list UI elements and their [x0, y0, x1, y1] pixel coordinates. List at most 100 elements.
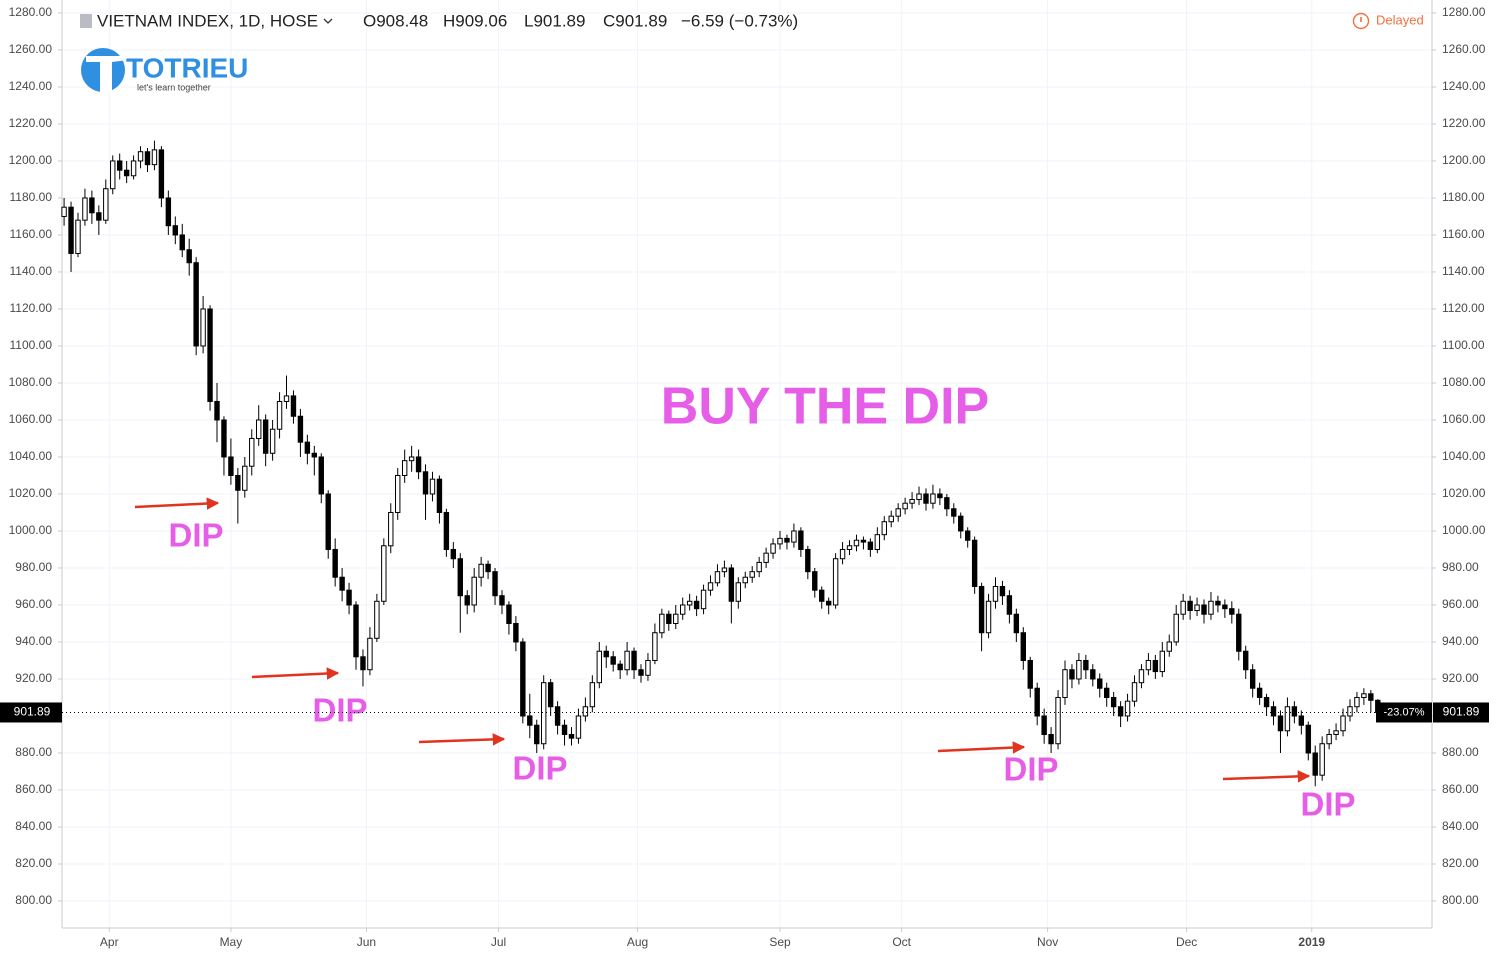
candle-body: [332, 548, 338, 578]
candle-body: [659, 613, 665, 634]
y-tick-label-right: 880.00: [1442, 745, 1479, 759]
candle-body: [1256, 687, 1263, 698]
candle-body: [1069, 669, 1075, 680]
candle-body: [832, 558, 839, 606]
dip-label: DIP: [312, 692, 367, 729]
candle-body: [415, 456, 422, 473]
logo-tagline: let's learn together: [137, 82, 211, 92]
candle-body: [589, 682, 596, 708]
candle-body: [1124, 700, 1131, 717]
candle-body: [116, 160, 123, 171]
candle-body: [1263, 696, 1270, 708]
candle-body: [262, 419, 269, 454]
candle-body: [1041, 715, 1047, 735]
y-tick-label-right: 1000.00: [1442, 523, 1486, 537]
candle-body: [1006, 595, 1013, 615]
candle-body: [909, 499, 915, 504]
candle-body: [763, 552, 769, 563]
candle-body: [985, 600, 992, 634]
y-tick-label: 1000.00: [9, 523, 53, 537]
y-tick-label-right: 1220.00: [1442, 116, 1486, 130]
candle-body: [728, 567, 735, 602]
y-tick-label-right: 840.00: [1442, 819, 1479, 833]
candle-body: [75, 219, 81, 254]
symbol-dropdown[interactable]: [323, 18, 333, 24]
candle-body: [478, 563, 484, 578]
x-tick-label: Aug: [627, 935, 648, 949]
arrow: [937, 741, 1026, 754]
y-tick-label: 1040.00: [9, 449, 53, 463]
candle-body: [1368, 693, 1374, 701]
candle-body: [186, 249, 192, 264]
candle-body: [707, 582, 714, 591]
candle-body: [575, 715, 582, 739]
candle-body: [714, 571, 721, 584]
y-tick-label: 1200.00: [9, 153, 53, 167]
candle-body: [1027, 659, 1033, 689]
candle-body: [770, 543, 776, 554]
candle-body: [992, 585, 999, 602]
candle-body: [680, 604, 686, 615]
y-tick-label-right: 820.00: [1442, 856, 1479, 870]
candle-body: [450, 548, 457, 560]
candle-body: [645, 659, 651, 676]
candle-body: [1347, 706, 1353, 717]
delayed-icon: [1352, 12, 1370, 30]
candle-body: [853, 539, 860, 547]
candle-body: [534, 724, 540, 745]
candle-body: [1340, 715, 1346, 732]
candle-body: [485, 563, 491, 573]
candle-body: [228, 456, 234, 476]
candle-body: [297, 415, 304, 443]
candle-body: [276, 400, 283, 430]
candle-body: [860, 539, 867, 543]
y-tick-label: 1280.00: [9, 5, 53, 19]
candle-body: [130, 160, 137, 177]
y-tick-label-right: 980.00: [1442, 560, 1479, 574]
candle-body: [686, 600, 693, 606]
legend-close: C901.89: [603, 11, 667, 30]
candle-body: [540, 682, 547, 745]
candle-body: [200, 308, 206, 347]
arrow: [1222, 770, 1311, 783]
y-tick-label: 1240.00: [9, 79, 53, 93]
candle-body: [784, 537, 790, 543]
candle-body: [520, 641, 526, 717]
candle-body: [1270, 706, 1277, 717]
x-tick-label: Jul: [491, 935, 506, 949]
candle-body: [700, 589, 707, 610]
x-tick-label: May: [220, 935, 243, 949]
y-tick-label: 860.00: [15, 782, 52, 796]
legend-low: L901.89: [524, 11, 585, 30]
candle-body: [165, 197, 172, 227]
candle-body: [395, 474, 401, 513]
candle-body: [353, 604, 359, 658]
y-tick-label-right: 1200.00: [1442, 153, 1486, 167]
candle-body: [1201, 604, 1207, 615]
candle-body: [1138, 669, 1145, 684]
y-tick-label: 1140.00: [10, 264, 53, 278]
candle-body: [1117, 706, 1124, 717]
candle-body: [895, 508, 901, 517]
candle-body: [408, 456, 415, 462]
x-tick-label: Oct: [892, 935, 911, 949]
candle-body: [1173, 613, 1179, 643]
candle-body: [971, 539, 978, 587]
candle-body: [1305, 724, 1311, 754]
candle-body: [1361, 693, 1367, 698]
candle-body: [68, 206, 74, 254]
candle-body: [812, 571, 818, 591]
candle-body: [158, 149, 165, 199]
candle-body: [443, 511, 450, 550]
candle-body: [881, 521, 887, 536]
candle-body: [666, 613, 672, 624]
x-tick-label: Sep: [769, 935, 791, 949]
y-tick-label-right: 960.00: [1442, 597, 1479, 611]
candle-body: [1277, 715, 1284, 732]
candle-body: [318, 456, 324, 495]
candle-body: [1034, 687, 1040, 717]
y-tick-label-right: 1060.00: [1442, 412, 1486, 426]
y-tick-label: 1100.00: [10, 338, 53, 352]
candle-body: [638, 669, 644, 676]
